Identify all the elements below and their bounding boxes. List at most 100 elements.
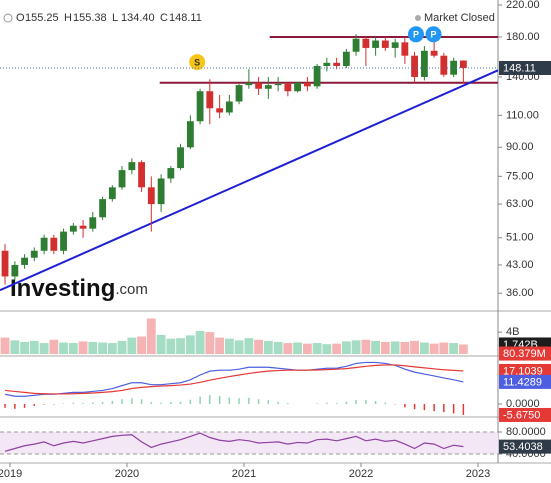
volume-bar	[400, 341, 410, 354]
candle-body	[372, 40, 380, 48]
candle-body	[196, 91, 204, 122]
candle-body	[381, 40, 389, 48]
volume-bar	[351, 340, 361, 354]
volume-bar	[215, 337, 225, 354]
event-label: P	[413, 30, 419, 40]
volume-bar	[20, 341, 29, 354]
candle-body	[284, 83, 292, 92]
histogram-bar	[82, 403, 84, 404]
candle-body	[274, 83, 282, 86]
price-tag	[499, 374, 551, 389]
volume-bar	[49, 339, 59, 354]
histogram-bar	[121, 399, 123, 404]
histogram-bar	[170, 402, 172, 404]
event-label: S	[194, 57, 200, 67]
y-tick-label: 36.00	[506, 287, 534, 299]
candle-body	[206, 91, 214, 109]
candle-body	[342, 51, 350, 66]
watermark-main: Investing	[10, 275, 115, 302]
price-tag	[499, 439, 551, 454]
candle-body	[225, 101, 233, 113]
ohlc-value: 155.25	[25, 12, 59, 24]
candle-body	[362, 38, 370, 48]
candle-body	[255, 82, 263, 89]
volume-bar	[302, 343, 312, 354]
candle-body	[50, 237, 58, 251]
y-tick-label: 90.00	[506, 141, 534, 153]
histogram-bar	[335, 403, 338, 404]
volume-bar	[117, 340, 127, 354]
volume-bar	[429, 343, 439, 354]
volume-bar	[390, 341, 400, 354]
price-tag	[499, 407, 551, 422]
candle-body	[245, 82, 253, 86]
volume-bar	[176, 338, 185, 354]
candle-body	[440, 55, 448, 75]
watermark: Investing.com	[10, 275, 148, 302]
candle-body	[177, 147, 184, 169]
histogram-bar	[131, 398, 133, 404]
candle-body	[69, 225, 77, 232]
histogram-bar	[404, 403, 406, 408]
histogram-bar	[72, 402, 75, 404]
price-tag-label: 80.379M	[503, 348, 546, 360]
event-marker	[189, 54, 206, 71]
candle-body	[1, 250, 9, 277]
histogram-bar	[257, 399, 260, 404]
volume-bar	[273, 341, 283, 354]
histogram-bar	[423, 403, 426, 411]
y-tick-label: 110.00	[506, 109, 539, 121]
volume-bar	[195, 331, 205, 354]
histogram-bar	[287, 403, 289, 404]
x-tick-label: 2023	[466, 468, 490, 480]
event-marker	[425, 26, 442, 43]
volume-bar	[59, 342, 68, 354]
volume-bar	[244, 338, 254, 354]
candle-body	[118, 170, 126, 188]
histogram-bar	[228, 397, 231, 404]
volume-bar	[361, 339, 371, 354]
rsi-band	[0, 432, 498, 455]
histogram-bar	[443, 403, 445, 413]
volume-bar	[312, 343, 322, 354]
volume-bar	[458, 344, 468, 354]
price-tag-label: -5.6750	[503, 409, 540, 421]
volume-bar	[322, 344, 332, 354]
candle-body	[459, 60, 467, 68]
candle-body	[11, 264, 19, 277]
volume-bar	[419, 342, 429, 354]
price-tag	[499, 363, 551, 378]
volume-bar	[439, 342, 449, 354]
volume-bar	[283, 343, 293, 354]
histogram-bar	[101, 402, 104, 404]
x-tick-label: 2019	[0, 468, 22, 480]
volume-bar	[205, 332, 215, 354]
status-dot	[415, 15, 421, 21]
histogram-bar	[92, 402, 94, 404]
histogram-bar	[384, 402, 387, 404]
volume-bar	[185, 335, 195, 354]
candle-body	[352, 38, 360, 52]
histogram-bar	[238, 398, 240, 404]
histogram-bar	[413, 403, 416, 410]
y-tick-label: 43.00	[506, 259, 534, 271]
y-tick-label: 80.0000	[506, 426, 546, 438]
ohlc-key: C	[160, 12, 168, 24]
ohlc-key: H	[64, 12, 72, 24]
event-marker	[407, 26, 424, 43]
y-tick-label: 180.00	[506, 31, 540, 43]
indicator-line	[4, 361, 464, 397]
ohlc-value: 134.40	[121, 12, 155, 24]
price-tag-label: 17.1039	[503, 365, 543, 377]
candle-body	[333, 62, 341, 66]
histogram-bar	[345, 401, 348, 404]
volume-bar	[98, 342, 108, 354]
histogram-bar	[160, 402, 162, 404]
volume-bar	[410, 340, 419, 354]
volume-bar	[88, 341, 98, 354]
y-tick-label: 0.0000	[506, 398, 540, 410]
symbol-icon	[3, 13, 13, 23]
price-tag-label: 11.4289	[503, 376, 542, 388]
volume-bar	[449, 343, 459, 354]
